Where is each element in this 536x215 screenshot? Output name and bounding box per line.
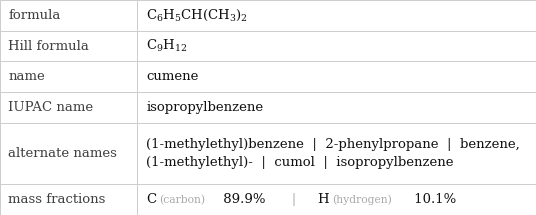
- Text: $\mathregular{C_6H_5CH(CH_3)_2}$: $\mathregular{C_6H_5CH(CH_3)_2}$: [146, 8, 248, 23]
- Text: (hydrogen): (hydrogen): [333, 194, 392, 205]
- Text: H: H: [318, 193, 329, 206]
- Text: name: name: [8, 70, 45, 83]
- Text: isopropylbenzene: isopropylbenzene: [146, 101, 264, 114]
- Text: IUPAC name: IUPAC name: [8, 101, 93, 114]
- Text: 10.1%: 10.1%: [410, 193, 456, 206]
- Text: $\mathregular{C_9H_{12}}$: $\mathregular{C_9H_{12}}$: [146, 38, 188, 54]
- Text: cumene: cumene: [146, 70, 199, 83]
- Text: C: C: [146, 193, 157, 206]
- Text: mass fractions: mass fractions: [8, 193, 106, 206]
- Text: Hill formula: Hill formula: [8, 40, 89, 53]
- Text: |: |: [279, 193, 309, 206]
- Text: (carbon): (carbon): [159, 195, 205, 205]
- Text: (1-methylethyl)benzene  |  2-phenylpropane  |  benzene,: (1-methylethyl)benzene | 2-phenylpropane…: [146, 138, 520, 152]
- Text: alternate names: alternate names: [8, 147, 117, 160]
- Text: 89.9%: 89.9%: [219, 193, 265, 206]
- Text: (1-methylethyl)-  |  cumol  |  isopropylbenzene: (1-methylethyl)- | cumol | isopropylbenz…: [146, 156, 454, 169]
- Text: formula: formula: [8, 9, 61, 22]
